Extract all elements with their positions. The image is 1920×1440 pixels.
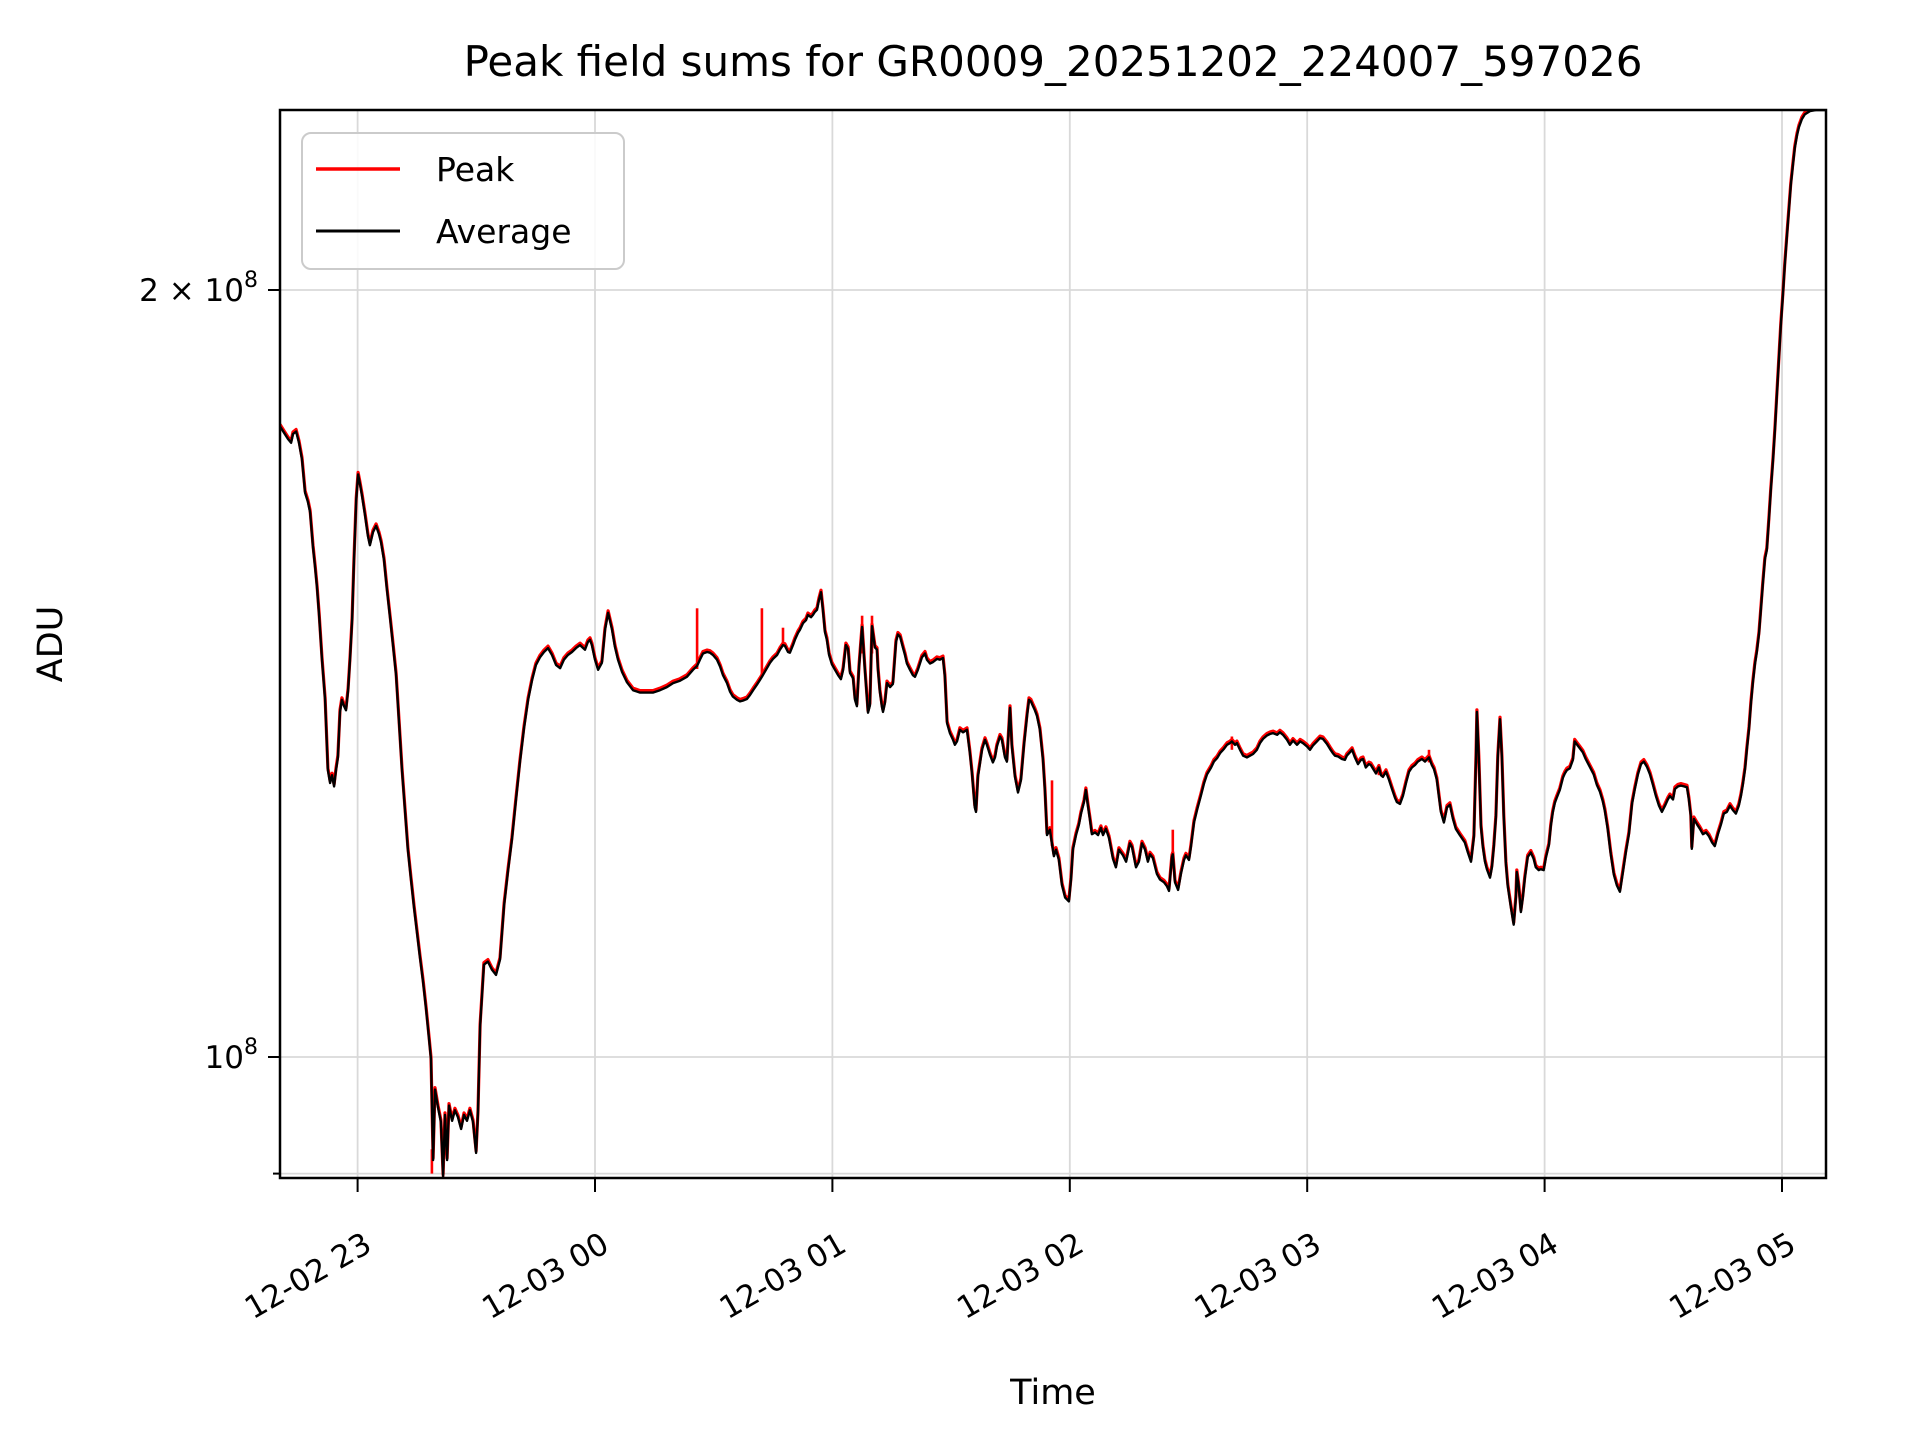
legend: Peak Average: [301, 132, 625, 270]
legend-label-peak: Peak: [436, 150, 515, 189]
x-axis-label: Time: [1009, 1373, 1096, 1413]
gridlines: [280, 110, 1826, 1178]
x-tick-label: 12-03 02: [951, 1226, 1090, 1327]
x-tick-label: 12-03 00: [476, 1226, 615, 1327]
y-axis-label: ADU: [31, 606, 71, 683]
y-tick-labels: 2 × 108 108: [139, 268, 258, 1076]
x-tick-label: 12-03 03: [1188, 1226, 1327, 1327]
x-tick-label: 12-03 01: [714, 1226, 853, 1327]
y-tick-label: 108: [205, 1035, 258, 1076]
chart-title: Peak field sums for GR0009_20251202_2240…: [464, 37, 1643, 86]
legend-label-average: Average: [436, 212, 572, 251]
x-tick-labels: 12-02 23 12-03 00 12-03 01 12-03 02 12-03 03…: [239, 1226, 1802, 1327]
average-line: [280, 110, 1826, 1178]
plot-area-border: [278, 108, 1828, 1180]
x-tick-label: 12-03 04: [1426, 1226, 1565, 1327]
peak-spikes: [430, 608, 1431, 1178]
series-layer: [280, 110, 1826, 1178]
x-tick-label: 12-03 05: [1663, 1226, 1802, 1327]
legend-box: [301, 132, 625, 270]
axis-ticks: [268, 289, 1783, 1192]
y-tick-label: 2 × 108: [139, 268, 258, 309]
x-tick-label: 12-02 23: [239, 1226, 378, 1327]
